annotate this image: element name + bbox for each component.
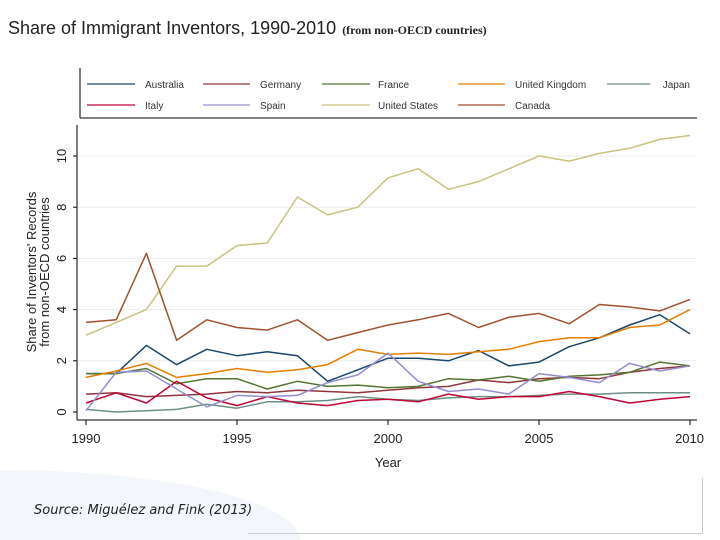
x-tick-label: 1990 (72, 431, 101, 446)
y-axis-title-line: Share of Inventors' Records (24, 191, 39, 352)
y-tick-label: 4 (54, 306, 69, 313)
source-note: Source: Miguélez and Fink (2013) (34, 503, 253, 518)
y-tick-label: 0 (54, 408, 69, 415)
chart-subtitle: (from non-OECD countries) (342, 23, 487, 37)
y-axis-title-line: from non-OECD countries (37, 197, 52, 347)
legend-label-france: France (378, 80, 410, 91)
legend-label-australia: Australia (145, 80, 184, 91)
series-line-italy (85, 380, 691, 407)
title-text: Share of Immigrant Inventors, 1990-2010 (8, 18, 337, 38)
series-line-spain (85, 352, 691, 412)
y-tick-label: 10 (54, 149, 69, 163)
x-axis-title: Year (375, 455, 402, 470)
series-line-australia (86, 313, 691, 383)
series-line-canada (85, 252, 691, 342)
x-tick-label: 1995 (223, 431, 252, 446)
legend-label-germany: Germany (260, 80, 301, 91)
legend-label-canada: Canada (515, 101, 550, 112)
legend-label-japan: Japan (663, 80, 690, 91)
series-line-france (86, 361, 691, 390)
y-tick-label: 6 (54, 255, 69, 262)
line-chart: Australia Germany France United Kingdom Japa… (24, 68, 704, 470)
legend-label-united-states: United States (378, 101, 438, 112)
series-line-united-states (85, 134, 691, 336)
legend-label-united-kingdom: United Kingdom (515, 80, 586, 91)
series-line-united-kingdom (85, 308, 691, 379)
y-tick-label: 8 (54, 204, 69, 211)
x-tick-label: 2000 (374, 431, 403, 446)
legend-label-spain: Spain (260, 101, 286, 112)
y-tick-label: 2 (54, 357, 69, 364)
x-tick-label: 2005 (525, 431, 554, 446)
legend-label-italy: Italy (145, 101, 163, 112)
chart-title: Share of Immigrant Inventors, 1990-2010 (… (8, 18, 487, 39)
x-tick-label: 2010 (675, 431, 704, 446)
source-panel (248, 478, 703, 534)
